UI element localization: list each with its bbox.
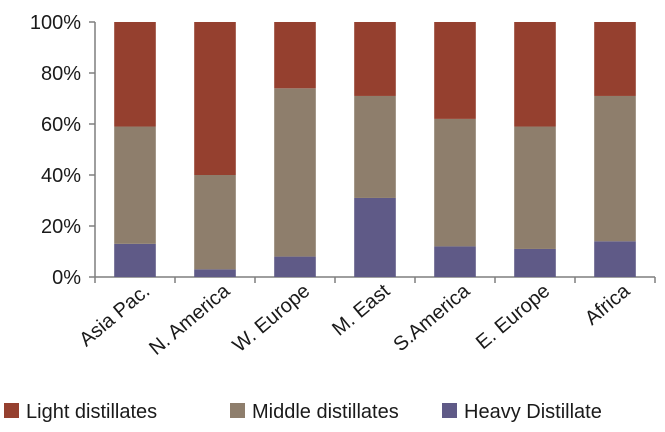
bar-light-distillates-m-east (354, 22, 396, 96)
bar-middle-distillates-asia-pac (114, 126, 156, 244)
bar-heavy-distillate-s-america (434, 246, 476, 277)
bar-heavy-distillate-asia-pac (114, 243, 156, 277)
legend-swatch (230, 403, 245, 418)
legend-label: Light distillates (26, 401, 157, 423)
x-category-label: Africa (581, 279, 635, 329)
x-category-label: E. Europe (472, 280, 554, 354)
bar-middle-distillates-e-europe (514, 126, 556, 249)
legend-label: Heavy Distillate (464, 401, 602, 423)
x-category-label: N. America (145, 279, 235, 359)
legend-label: Middle distillates (252, 401, 399, 423)
bar-middle-distillates-africa (594, 95, 636, 242)
x-category-label: Asia Pac. (75, 280, 154, 351)
bar-heavy-distillate-w-europe (274, 256, 316, 277)
bar-light-distillates-n-america (194, 22, 236, 175)
x-category-label: S.America (389, 279, 474, 356)
x-category-label: W. Europe (229, 280, 315, 357)
x-category-label: M. East (328, 280, 394, 341)
bar-middle-distillates-w-europe (274, 88, 316, 257)
bar-light-distillates-s-america (434, 22, 476, 119)
y-tick-label: 0% (52, 267, 81, 289)
y-tick-label: 20% (41, 216, 81, 238)
legend-swatch (4, 403, 19, 418)
bar-light-distillates-e-europe (514, 22, 556, 127)
bar-middle-distillates-s-america (434, 118, 476, 247)
bar-middle-distillates-n-america (194, 175, 236, 270)
bar-light-distillates-asia-pac (114, 22, 156, 127)
legend-swatch (442, 403, 457, 418)
bar-heavy-distillate-e-europe (514, 248, 556, 277)
y-tick-label: 80% (41, 63, 81, 85)
bar-heavy-distillate-m-east (354, 197, 396, 277)
y-tick-label: 40% (41, 165, 81, 187)
bar-heavy-distillate-n-america (194, 269, 236, 277)
y-tick-label: 60% (41, 114, 81, 136)
bar-middle-distillates-m-east (354, 95, 396, 198)
bar-light-distillates-w-europe (274, 22, 316, 89)
y-tick-label: 100% (30, 12, 81, 34)
bar-heavy-distillate-africa (594, 241, 636, 277)
bar-light-distillates-africa (594, 22, 636, 96)
